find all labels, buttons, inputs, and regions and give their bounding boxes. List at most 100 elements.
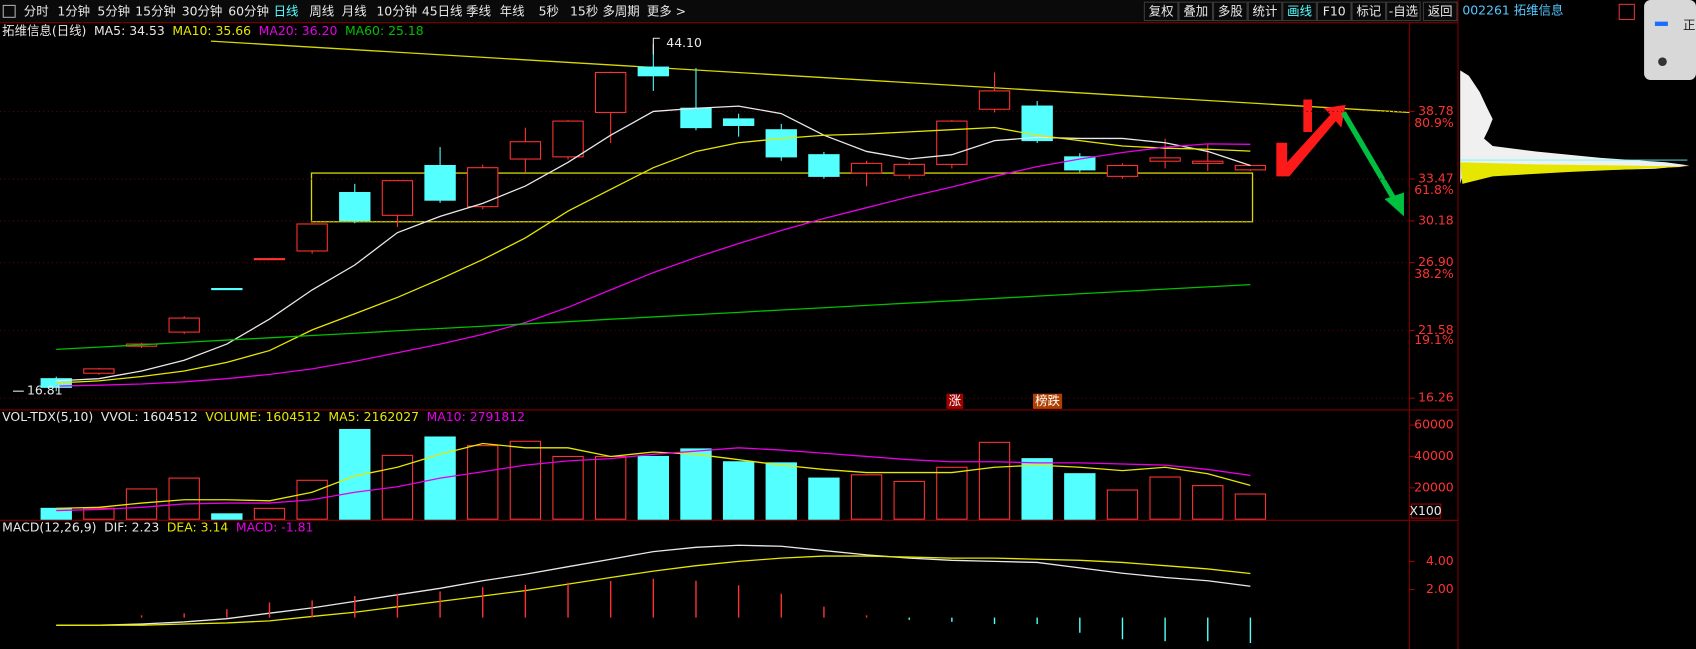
volume-bar <box>637 455 670 520</box>
panel-title: VOL-TDX(5,10) <box>2 409 93 424</box>
toolbar-button[interactable] <box>1213 1 1248 22</box>
candle-body <box>1149 157 1181 162</box>
toolbar-item[interactable]: 日线 <box>274 3 299 18</box>
legend-entry: MA20: 36.20 <box>259 23 338 38</box>
toolbar-button[interactable] <box>1178 1 1214 22</box>
toolbar-item[interactable]: 更多 > <box>647 3 686 18</box>
toolbar-item[interactable]: 45日线 <box>422 3 463 18</box>
volume-bar <box>765 462 797 520</box>
volume-bar <box>168 477 200 520</box>
candle-body <box>424 164 456 201</box>
fib-label: 38.2% <box>1414 266 1454 281</box>
toolbar-item[interactable]: 多周期 <box>602 3 639 18</box>
toolbar-item[interactable]: 年线 <box>500 3 525 18</box>
toolbar-button[interactable] <box>1422 1 1458 22</box>
y-tick-label: 26.90 <box>1418 254 1454 269</box>
toolbar-button-label[interactable]: 统计 <box>1253 3 1278 18</box>
toolbar-item[interactable]: 30分钟 <box>182 3 223 18</box>
up-arrow <box>1276 104 1346 177</box>
legend-entry: MA5: 2162027 <box>328 409 419 424</box>
y-tick-label: 4.00 <box>1426 553 1454 568</box>
overlay-box[interactable] <box>1644 0 1696 81</box>
volume-bar <box>850 474 883 520</box>
toolbar-button-label[interactable]: 标记 <box>1356 3 1381 18</box>
toolbar-item[interactable]: 5秒 <box>539 3 559 18</box>
menu-icon[interactable] <box>2 4 16 18</box>
toolbar-item[interactable]: 季线 <box>466 3 491 18</box>
candle-body <box>1192 160 1224 164</box>
y-tick-label: 30.18 <box>1418 212 1454 227</box>
event-tag-bg <box>946 393 964 409</box>
volume-bar <box>1149 476 1181 520</box>
event-tag[interactable]: 榜跌 <box>1035 393 1060 408</box>
toolbar-item[interactable]: 周线 <box>309 3 334 18</box>
candle-body <box>83 368 115 374</box>
volume-bar <box>509 440 542 520</box>
toolbar-button[interactable] <box>1282 1 1317 22</box>
y-tick-label: 21.58 <box>1418 322 1454 337</box>
icon[interactable] <box>1618 3 1635 21</box>
toolbar-button-label[interactable]: 多股 <box>1218 3 1243 18</box>
volume-bar <box>722 461 755 520</box>
volume-bar <box>1021 458 1053 520</box>
volume-bar <box>1234 493 1267 520</box>
indicator-line <box>56 544 1251 626</box>
toolbar-item[interactable]: 1分钟 <box>57 3 90 18</box>
high-marker-line <box>652 37 660 55</box>
toolbar-button[interactable] <box>1143 1 1179 22</box>
fib-label: 19.1% <box>1414 332 1454 347</box>
candle-body <box>40 378 72 388</box>
toolbar-button-label[interactable]: 画线 <box>1287 3 1312 18</box>
up-arrow-part <box>1303 99 1313 132</box>
y-tick-label: 40000 <box>1414 448 1454 463</box>
candle-body <box>765 129 797 158</box>
indicator-line <box>56 555 1251 626</box>
y-tick-label: 2.00 <box>1426 581 1454 596</box>
volume-bar <box>594 455 627 520</box>
volume-bar <box>978 441 1011 520</box>
candle-body <box>936 120 968 165</box>
toolbar-button-label[interactable]: 返回 <box>1428 3 1453 18</box>
legend-entry: MA60: 25.18 <box>345 23 424 38</box>
candle-body <box>722 118 755 126</box>
candle-body <box>680 107 712 129</box>
toolbar-item[interactable]: 15秒 <box>570 3 598 18</box>
toolbar-item[interactable]: 60分钟 <box>228 3 269 18</box>
toolbar-button-label[interactable]: F10 <box>1323 3 1346 18</box>
toolbar-button-label[interactable]: 复权 <box>1149 3 1174 18</box>
legend-entry: VVOL: 1604512 <box>101 409 198 424</box>
legend-entry: DIF: 2.23 <box>104 519 159 534</box>
toolbar-button[interactable] <box>1247 1 1283 22</box>
unit-box <box>1410 503 1442 519</box>
toolbar-button[interactable] <box>1316 1 1352 22</box>
y-tick-label: 60000 <box>1414 417 1454 432</box>
toolbar-item[interactable]: 15分钟 <box>135 3 176 18</box>
toolbar <box>0 0 1459 23</box>
high-marker: 44.10 <box>666 35 702 50</box>
candle-body <box>594 71 627 113</box>
toolbar-button[interactable] <box>1386 1 1421 22</box>
toolbar-button[interactable] <box>1351 1 1387 22</box>
event-tag[interactable]: 涨 <box>949 393 962 408</box>
toolbar-item[interactable]: 分时 <box>24 3 49 18</box>
overlay-icon <box>1654 21 1668 26</box>
toolbar-item[interactable]: 5分钟 <box>97 3 130 18</box>
indicator-line <box>56 126 1251 384</box>
toolbar-button-label[interactable]: 叠加 <box>1183 3 1208 18</box>
volume-bar <box>1064 473 1096 520</box>
down-arrow <box>1341 111 1398 203</box>
chart-title: 拓维信息(日线) <box>2 23 86 38</box>
indicator-line <box>56 143 1251 387</box>
y-tick-label: 38.78 <box>1418 103 1454 118</box>
candle-body <box>850 162 883 174</box>
volume-profile-highlight <box>1460 162 1690 184</box>
event-tag-bg <box>1032 393 1063 409</box>
volume-bar <box>893 480 925 520</box>
candle-body <box>168 317 200 333</box>
volume-bar <box>381 454 414 520</box>
toolbar-item[interactable]: 月线 <box>342 3 367 18</box>
toolbar-item[interactable]: 10分钟 <box>376 3 417 18</box>
volume-bar <box>552 455 584 520</box>
toolbar-button-label[interactable]: -自选 <box>1389 3 1418 18</box>
